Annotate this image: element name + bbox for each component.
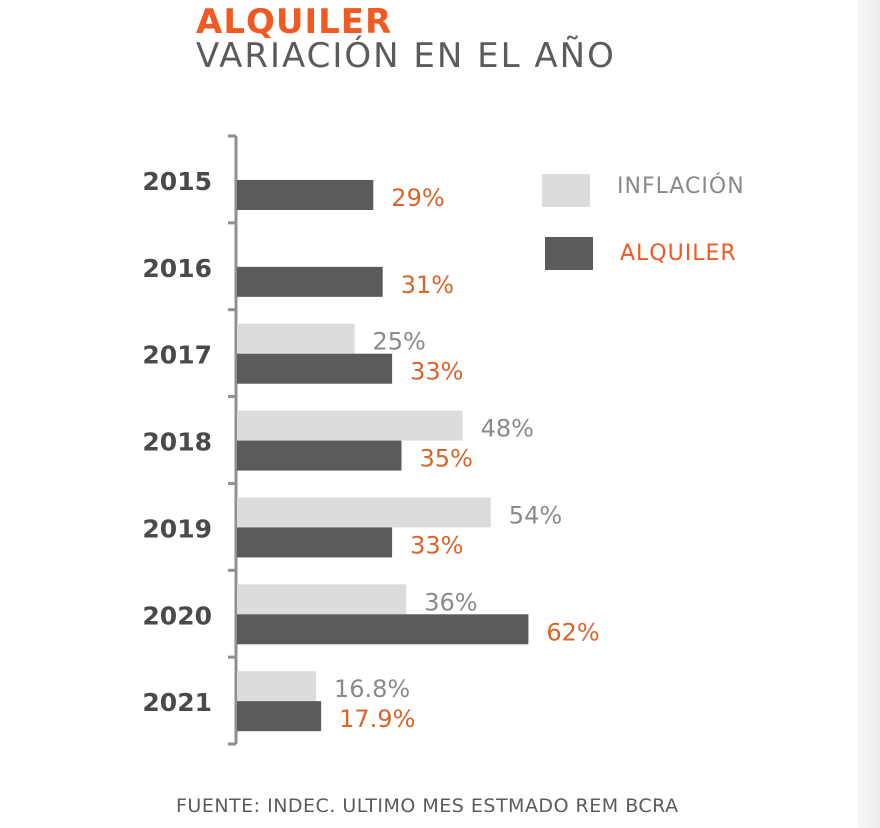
- chart-title: ALQUILER: [196, 2, 393, 42]
- inflation-bar: [237, 410, 463, 441]
- year-tick-label: 2016: [142, 254, 212, 283]
- rent-bar: [237, 614, 529, 645]
- page-edge-shadow: [858, 0, 880, 828]
- inflation-bar: [237, 584, 407, 615]
- rent-value-label: 31%: [401, 271, 454, 299]
- inflation-value-label: 54%: [509, 501, 562, 529]
- rent-value-label: 29%: [391, 184, 444, 212]
- rent-bar: [237, 440, 402, 471]
- inflation-value-label: 16.8%: [334, 675, 410, 703]
- inflation-value-label: 36%: [424, 588, 477, 616]
- chart-subtitle: VARIACIÓN EN EL AÑO: [196, 36, 616, 76]
- year-tick-label: 2015: [142, 167, 212, 196]
- legend-swatch-inflation: [542, 174, 590, 207]
- rent-value-label: 62%: [546, 618, 599, 646]
- year-tick-label: 2017: [142, 341, 212, 370]
- inflation-bar: [237, 497, 491, 528]
- legend-label-rent: ALQUILER: [620, 241, 737, 266]
- rent-bar: [237, 353, 393, 384]
- rent-value-label: 33%: [410, 531, 463, 559]
- rent-bar: [237, 701, 322, 732]
- rent-value-label: 17.9%: [339, 705, 415, 733]
- year-tick-label: 2020: [142, 601, 212, 630]
- inflation-bar: [237, 323, 355, 354]
- inflation-value-label: 48%: [481, 415, 534, 443]
- rent-value-label: 35%: [420, 445, 473, 473]
- inflation-bar: [237, 671, 316, 702]
- rent-bar: [237, 180, 374, 210]
- source-note: FUENTE: INDEC. ULTIMO MES ESTMADO REM BC…: [176, 795, 679, 817]
- year-tick-label: 2019: [142, 514, 212, 543]
- year-tick-label: 2018: [142, 428, 212, 457]
- legend-label-inflation: INFLACIÓN: [617, 174, 745, 199]
- inflation-value-label: 25%: [373, 328, 426, 356]
- rent-bar: [237, 266, 383, 297]
- legend-swatch-rent: [545, 237, 593, 270]
- rent-bar: [237, 527, 393, 558]
- year-tick-label: 2021: [142, 688, 212, 717]
- rent-value-label: 33%: [410, 358, 463, 386]
